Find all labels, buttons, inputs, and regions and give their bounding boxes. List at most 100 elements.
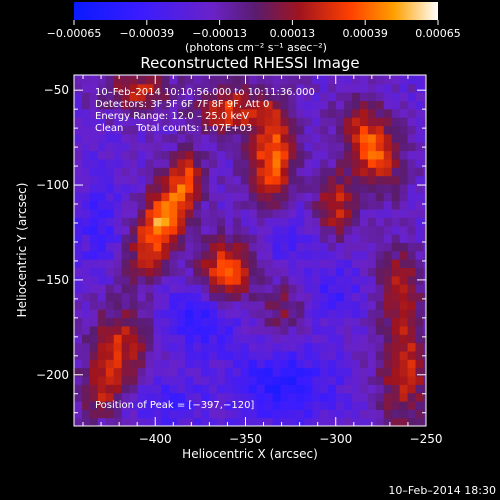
heatmap-cell [320,350,329,360]
heatmap-cell [248,242,258,252]
heatmap-cell [328,400,337,410]
heatmap-cell [399,192,409,202]
heatmap-cell [81,208,91,218]
heatmap-cell [272,75,282,85]
heatmap-cell [312,242,321,252]
heatmap-cell [399,242,409,252]
heatmap-cell [391,217,401,227]
heatmap-cell [74,183,83,193]
heatmap-cell [256,92,266,102]
heatmap-cell [256,200,266,210]
heatmap-cell [272,400,282,410]
heatmap-cell [264,267,274,277]
heatmap-cell [161,284,170,294]
heatmap-cell [399,133,409,143]
heatmap-cell [415,75,425,85]
heatmap-cell [391,133,401,143]
heatmap-cell [97,208,107,218]
heatmap-cell [177,284,186,294]
heatmap-cell [216,384,226,394]
heatmap-cell [399,158,409,168]
heatmap-cell [248,284,258,294]
heatmap-cell [351,359,361,369]
heatmap-cell [121,284,131,294]
heatmap-cell [288,334,297,344]
heatmap-cell [328,409,337,419]
heatmap-cell [240,233,250,243]
heatmap-cell [129,183,139,193]
heatmap-cell [240,392,250,402]
heatmap-cell [344,325,353,335]
heatmap-cell [137,158,147,168]
heatmap-cell [89,392,99,402]
heatmap-cell [209,142,218,152]
heatmap-cell [336,158,345,168]
heatmap-cell [296,392,305,402]
heatmap-cell [185,350,194,360]
heatmap-cell [232,342,242,352]
heatmap-cell [81,375,91,385]
heatmap-cell [161,259,170,268]
heatmap-cell [177,250,186,260]
heatmap-cell [201,200,210,210]
heatmap-cell [74,217,83,227]
heatmap-cell [304,275,313,285]
heatmap-cell [185,108,194,118]
heatmap-cell [121,167,131,177]
heatmap-cell [423,250,426,260]
heatmap-cell [240,83,250,93]
heatmap-cell [351,409,361,419]
heatmap-cell [407,350,417,360]
heatmap-cell [74,175,83,185]
heatmap-cell [153,309,162,319]
heatmap-cell [240,150,250,160]
heatmap-cell [304,384,313,394]
heatmap-cell [304,167,313,177]
heatmap-cell [161,325,170,335]
heatmap-cell [185,167,194,177]
heatmap-cell [216,325,226,335]
heatmap-cell [201,175,210,185]
heatmap-cell [169,300,178,310]
heatmap-cell [224,267,234,277]
heatmap-cell [264,175,274,185]
heatmap-cell [248,359,258,369]
heatmap-cell [304,242,313,252]
heatmap-cell [423,334,426,344]
heatmap-cell [336,317,345,327]
heatmap-cell [256,350,266,360]
heatmap-cell [232,108,242,118]
heatmap-cell [304,108,313,118]
heatmap-cell [415,100,425,110]
heatmap-cell [240,409,250,419]
heatmap-cell [288,142,297,152]
heatmap-cell [169,150,178,160]
heatmap-cell [105,225,115,235]
heatmap-cell [185,192,194,202]
heatmap-cell [177,167,186,177]
heatmap-cell [113,417,123,426]
heatmap-cell [89,417,99,426]
heatmap-cell [232,233,242,243]
heatmap-cell [256,317,266,327]
heatmap-cell [209,309,218,319]
heatmap-cell [177,317,186,327]
heatmap-cell [312,392,321,402]
heatmap-cell [288,100,297,110]
heatmap-cell [320,75,329,85]
heatmap-cell [351,217,361,227]
heatmap-cell [121,367,131,377]
heatmap-cell [97,409,107,419]
heatmap-cell [224,359,234,369]
heatmap-cell [74,108,83,118]
heatmap-cell [264,375,274,385]
heatmap-cell [359,175,369,185]
heatmap-cell [320,183,329,193]
heatmap-cell [129,392,139,402]
heatmap-cell [391,292,401,302]
heatmap-cell [216,92,226,102]
heatmap-cell [224,242,234,252]
heatmap-cell [153,192,162,202]
heatmap-cell [407,83,417,93]
heatmap-cell [312,367,321,377]
